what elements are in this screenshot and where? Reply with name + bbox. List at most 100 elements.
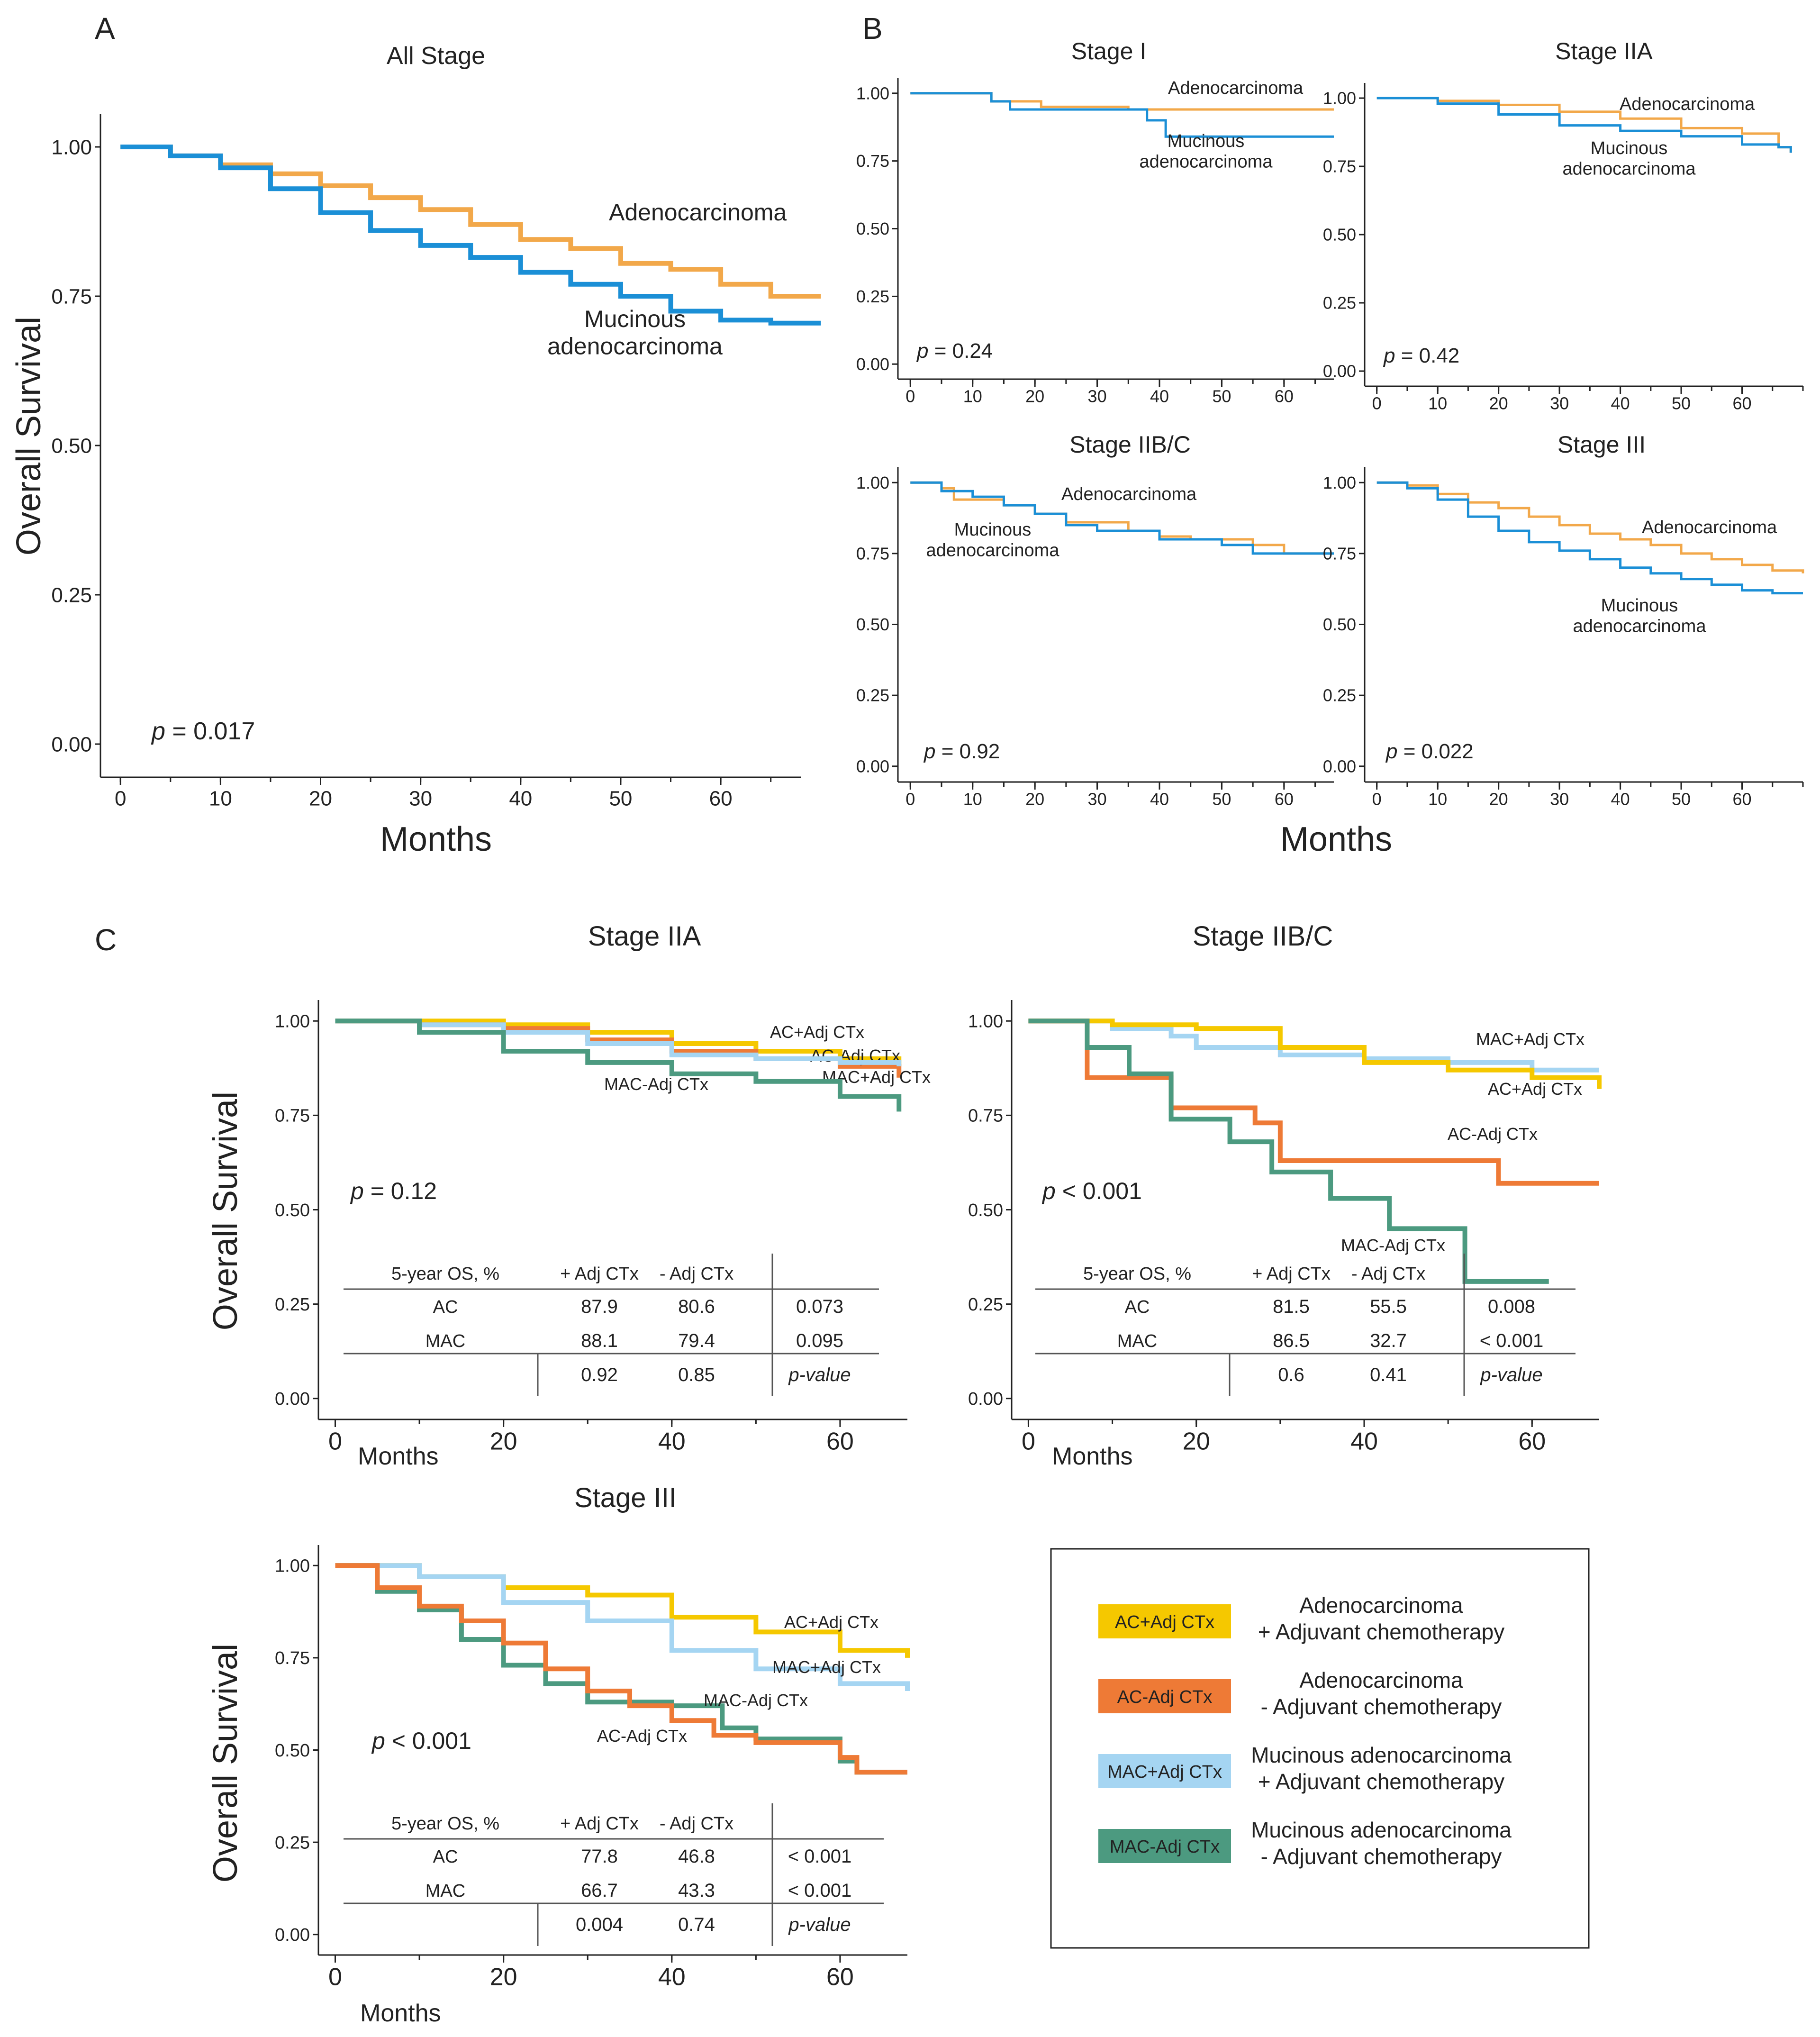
b_stage_i-title: Stage I xyxy=(1071,38,1146,64)
b_stage_iii-series-label-0: Adenocarcinoma xyxy=(1642,518,1777,537)
b_stage_iibc-series-label-1: Mucinous xyxy=(954,520,1032,540)
c_stage_iia-p-value: p = 0.12 xyxy=(350,1178,437,1204)
all_stage-series-line-1 xyxy=(120,145,821,326)
b_stage_iia-title: Stage IIA xyxy=(1555,38,1653,64)
b_stage_iia-y-tick-label: 0.75 xyxy=(1323,157,1356,176)
b_stage_i-x-tick-label: 40 xyxy=(1150,387,1169,406)
b_stage_iii-y-tick-label: 0.50 xyxy=(1323,615,1356,634)
c_stage_iibc-series-label-2: AC-Adj CTx xyxy=(1448,1124,1538,1144)
c_stage_iibc-p-symbol: p xyxy=(1041,1178,1056,1204)
chart-c-stage-iii: Stage III 0.00 0.25 0.50 0.75 1.00 0 20 40 60 Mont… xyxy=(275,1482,910,2027)
all_stage-x-tick-label: 40 xyxy=(509,787,532,810)
all_stage-x-tick-label: 20 xyxy=(309,787,332,810)
c_stage_iibc-p-value-text: < 0.001 xyxy=(1056,1178,1142,1204)
legend-key: MAC-Adj CTx xyxy=(1110,1837,1220,1857)
c_stage_iibc-series-label-0: MAC+Adj CTx xyxy=(1476,1029,1585,1049)
b_stage_iii-series-line-1 xyxy=(1376,481,1803,595)
legend-key: AC-Adj CTx xyxy=(1117,1687,1213,1707)
c_stage_iii-x-tick-label: 0 xyxy=(328,1963,342,1991)
b_stage_iibc-series-label-1: adenocarcinoma xyxy=(926,541,1060,561)
table-header-cell: - Adj CTx xyxy=(660,1814,733,1834)
b_stage_i-x-tick-label: 10 xyxy=(963,387,982,406)
table-cell: MAC xyxy=(1117,1331,1157,1351)
table-cell: 79.4 xyxy=(678,1330,715,1351)
b_stage_iia-p-value: p = 0.42 xyxy=(1383,344,1459,367)
b_stage_i-y-tick-label: 0.00 xyxy=(856,355,889,374)
table-cell: < 0.001 xyxy=(1480,1330,1544,1351)
c_stage_iia-y-tick-label: 0.75 xyxy=(275,1106,310,1126)
chart-c-stage-iibc: Stage IIB/C 0.00 0.25 0.50 0.75 1.00 0 20 40 60 Mo… xyxy=(968,921,1602,1470)
table-cell: AC xyxy=(433,1297,458,1317)
c_stage_iibc-series-label-1: AC+Adj CTx xyxy=(1488,1079,1582,1099)
all_stage-p-value-text: = 0.017 xyxy=(165,718,255,745)
c_stage_iia-x-tick-label: 60 xyxy=(826,1428,854,1455)
chart-b-stage-iii: Stage III 0.00 0.25 0.50 0.75 1.00 0 10 20 30 40 50… xyxy=(1323,431,1804,809)
c_stage_iibc-series-line-1 xyxy=(1028,1018,1602,1089)
table-header-cell: 5-year OS, % xyxy=(1083,1264,1191,1284)
all_stage-x-tick-label: 30 xyxy=(409,787,432,810)
all_stage-p-value: p = 0.017 xyxy=(151,718,255,745)
b_stage_i-p-value-text: = 0.24 xyxy=(928,339,993,363)
table-cell: < 0.001 xyxy=(788,1880,852,1901)
c_stage_iii-p-symbol: p xyxy=(371,1728,385,1754)
all_stage-p-symbol: p xyxy=(151,718,165,745)
b_stage_iii-p-symbol: p xyxy=(1385,740,1397,763)
b_stage_iii-x-tick-label: 60 xyxy=(1733,790,1752,809)
table-cell: 80.6 xyxy=(678,1296,715,1317)
c_stage_iibc-os-table: 5-year OS, % + Adj CTx - Adj CTx AC 81.5 55.5… xyxy=(1035,1254,1576,1396)
table-header-cell: + Adj CTx xyxy=(1252,1264,1331,1284)
all_stage-x-tick-label: 0 xyxy=(115,787,126,810)
panel-a-x-axis-label: Months xyxy=(380,820,492,858)
table-cell: 0.92 xyxy=(581,1364,618,1385)
b_stage_i-y-tick-label: 0.25 xyxy=(856,287,889,306)
b_stage_iii-x-tick-label: 50 xyxy=(1672,790,1691,809)
c_stage_iia-y-tick-label: 1.00 xyxy=(275,1012,310,1032)
b_stage_iia-series-line-0 xyxy=(1376,97,1792,153)
c_stage_iia-os-table: 5-year OS, % + Adj CTx - Adj CTx AC 87.9 80.6… xyxy=(344,1254,879,1396)
b_stage_i-series-label-1: Mucinous xyxy=(1168,131,1245,151)
b_stage_iia-x-tick-label: 10 xyxy=(1428,394,1447,413)
b_stage_iii-y-tick-label: 1.00 xyxy=(1323,473,1356,492)
c_stage_iii-series-label-2: MAC-Adj CTx xyxy=(704,1691,808,1710)
b_stage_iia-series-label-1: Mucinous xyxy=(1591,138,1668,158)
c_stage_iii-os-table: 5-year OS, % + Adj CTx - Adj CTx AC 77.8 46.8… xyxy=(344,1803,884,1946)
all_stage-y-tick-label: 0.00 xyxy=(51,733,92,756)
c_stage_iia-title: Stage IIA xyxy=(588,921,701,952)
c_stage_iia-series-line-2 xyxy=(335,1018,902,1066)
b_stage_iii-p-value: p = 0.022 xyxy=(1385,740,1474,763)
table-cell: p-value xyxy=(788,1364,851,1385)
b_stage_i-x-tick-label: 50 xyxy=(1212,387,1231,406)
c_stage_iii-y-tick-label: 0.75 xyxy=(275,1648,310,1668)
all_stage-y-tick-label: 0.25 xyxy=(51,583,92,607)
b_stage_iii-y-tick-label: 0.75 xyxy=(1323,544,1356,563)
legend-swatch xyxy=(1098,1679,1231,1713)
table-cell: AC xyxy=(433,1847,458,1867)
b_stage_iibc-x-tick-label: 10 xyxy=(963,790,982,809)
b_stage_iii-series-label-1: Mucinous xyxy=(1601,596,1678,616)
table-cell: 81.5 xyxy=(1273,1296,1310,1317)
b_stage_i-y-tick-label: 0.75 xyxy=(856,151,889,171)
b_stage_iia-series-label-1: adenocarcinoma xyxy=(1563,159,1696,179)
c_stage_iii-series-line-3 xyxy=(335,1563,907,1775)
chart-c-stage-iia: Stage IIA 0.00 0.25 0.50 0.75 1.00 0 20 40 60 Mont… xyxy=(275,921,931,1470)
table-cell: 0.74 xyxy=(678,1914,715,1935)
c_stage_iii-y-tick-label: 0.00 xyxy=(275,1925,310,1945)
panel-a-y-axis-label: Overall Survival xyxy=(10,317,48,555)
c_stage_iia-series-label-0: AC+Adj CTx xyxy=(770,1022,864,1042)
b_stage_i-series-label-0: Adenocarcinoma xyxy=(1168,78,1304,98)
table-header-cell: + Adj CTx xyxy=(560,1264,639,1284)
b_stage_iia-x-tick-label: 30 xyxy=(1550,394,1569,413)
c_stage_iii-title: Stage III xyxy=(574,1482,677,1513)
b_stage_iia-y-tick-label: 0.25 xyxy=(1323,293,1356,313)
table-header-cell: 5-year OS, % xyxy=(391,1264,499,1284)
legend-key: AC+Adj CTx xyxy=(1115,1612,1214,1632)
legend-swatch xyxy=(1098,1829,1231,1863)
c_stage_iii-p-value: p < 0.001 xyxy=(371,1728,471,1754)
table-cell: 87.9 xyxy=(581,1296,618,1317)
c_stage_iia-p-value-text: = 0.12 xyxy=(364,1178,437,1204)
c_stage_iibc-y-tick-label: 0.25 xyxy=(968,1295,1003,1315)
all_stage-series-label-1: adenocarcinoma xyxy=(547,333,723,360)
b_stage_i-p-value: p = 0.24 xyxy=(916,339,993,363)
c_stage_iibc-y-tick-label: 0.75 xyxy=(968,1106,1003,1126)
